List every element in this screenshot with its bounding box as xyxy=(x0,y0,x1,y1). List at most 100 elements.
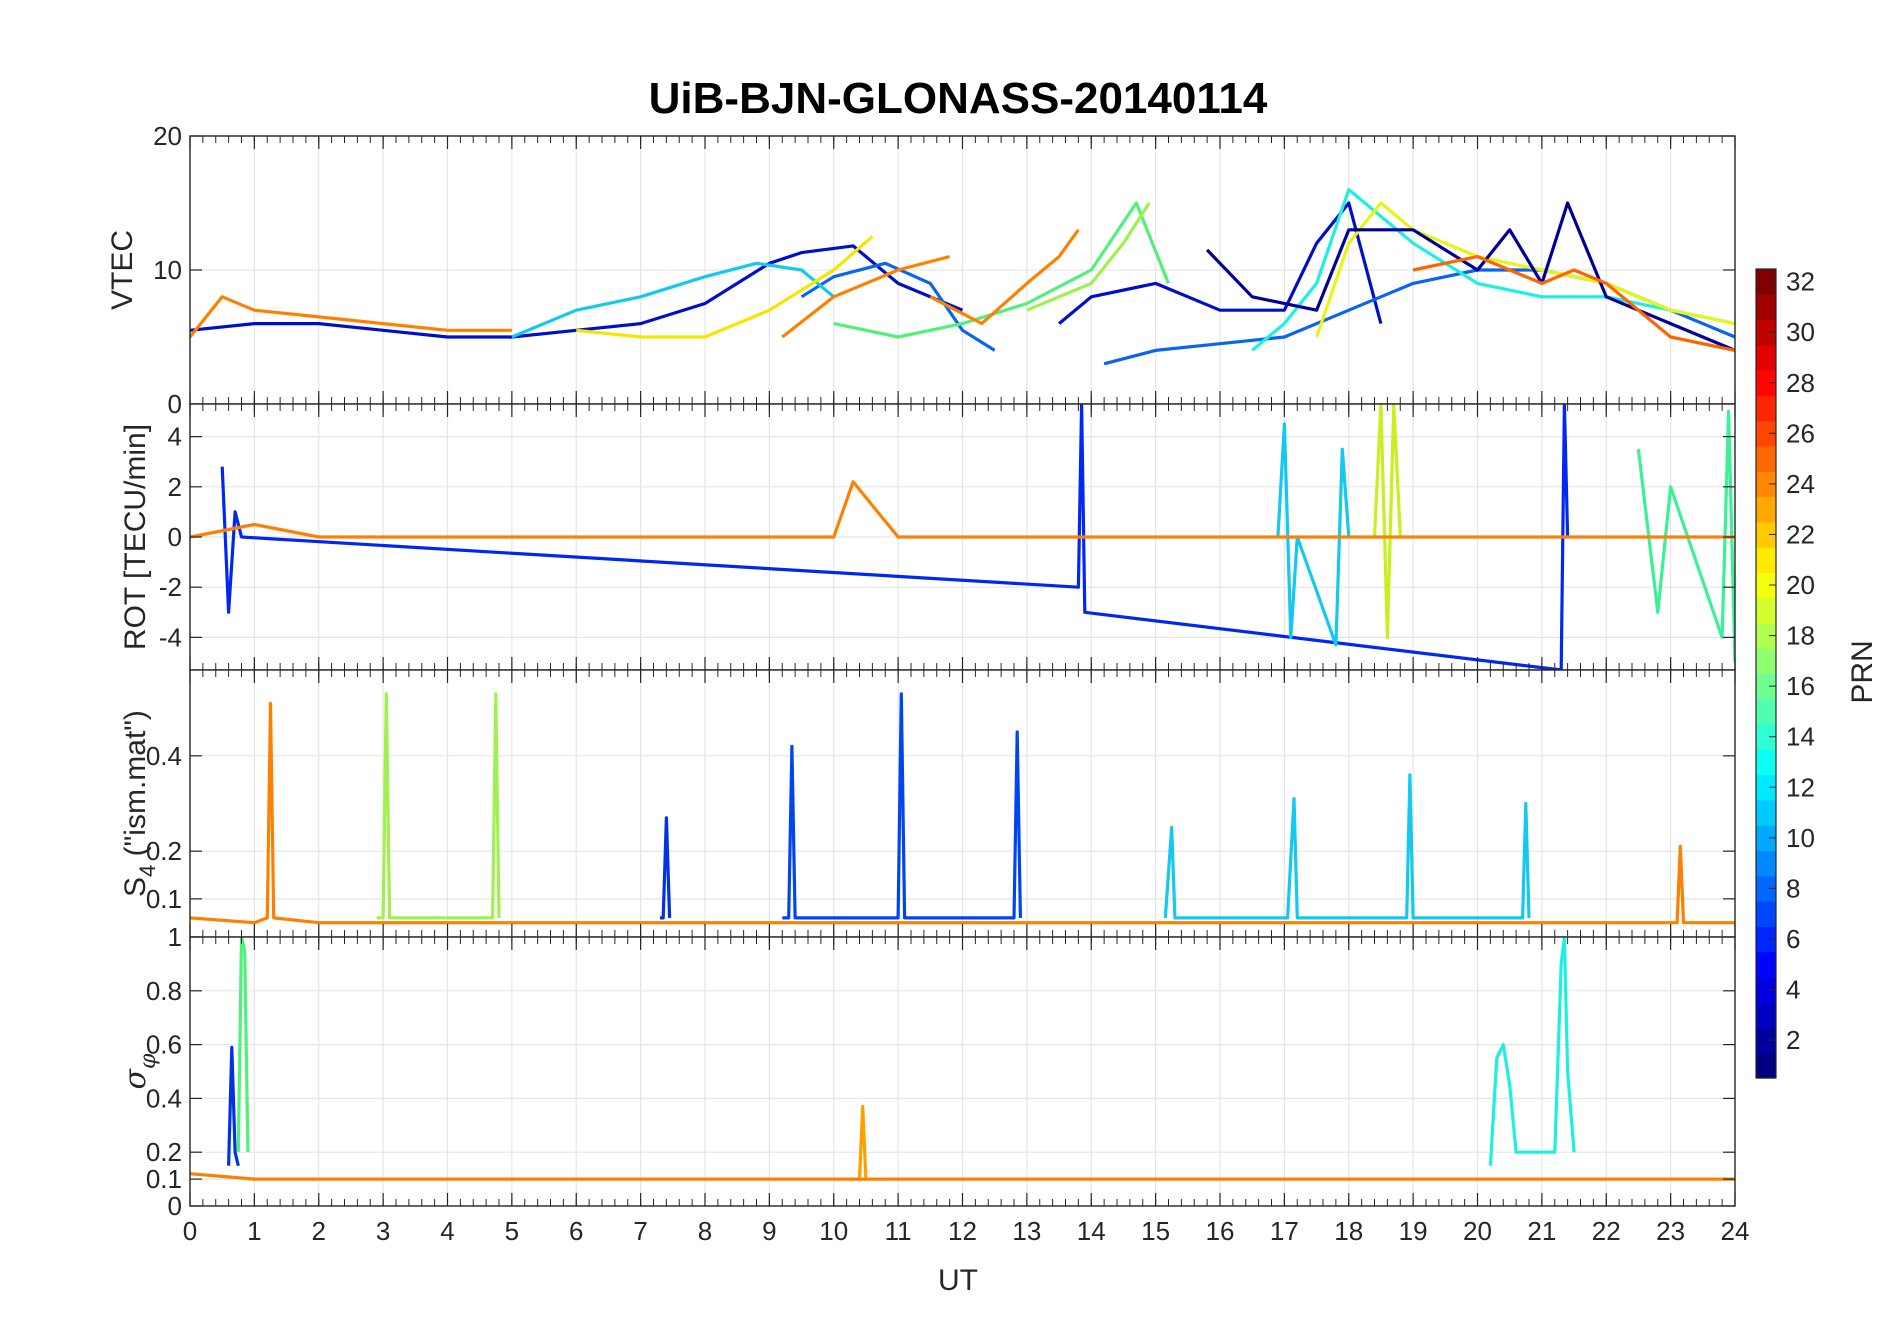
colorbar-tick-label: 16 xyxy=(1786,671,1815,701)
colorbar-segment xyxy=(1756,521,1776,548)
x-tick-label: 0 xyxy=(183,1216,197,1246)
x-tick-label: 3 xyxy=(376,1216,390,1246)
y-tick-label: -2 xyxy=(159,572,182,602)
panel-series-group xyxy=(190,404,1735,670)
colorbar-segment xyxy=(1756,294,1776,321)
y-tick-label: 0 xyxy=(168,1191,182,1221)
y-tick-label: -4 xyxy=(159,622,182,652)
colorbar-segment xyxy=(1756,344,1776,371)
colorbar-segment xyxy=(1756,698,1776,725)
colorbar-tick-label: 22 xyxy=(1786,519,1815,549)
colorbar-tick-label: 26 xyxy=(1786,418,1815,448)
colorbar-segment xyxy=(1756,319,1776,346)
x-tick-label: 10 xyxy=(819,1216,848,1246)
series-prn-1 xyxy=(1205,201,1735,352)
x-tick-label: 7 xyxy=(633,1216,647,1246)
series-prn-18 xyxy=(1372,404,1402,640)
colorbar-segment xyxy=(1756,825,1776,852)
colorbar-segment xyxy=(1756,622,1776,649)
y-tick-label: 0.6 xyxy=(146,1030,182,1060)
series-prn-23 xyxy=(190,480,1735,539)
panel-series-group xyxy=(190,692,1735,925)
x-tick-label: 9 xyxy=(762,1216,776,1246)
y-tick-label: 20 xyxy=(153,121,182,151)
x-tick-label: 20 xyxy=(1463,1216,1492,1246)
y-tick-label: 0.1 xyxy=(146,884,182,914)
series-prn-12 xyxy=(511,261,835,339)
colorbar-segment xyxy=(1756,976,1776,1003)
colorbar-segment xyxy=(1756,673,1776,700)
y-tick-label: 0.4 xyxy=(146,1083,182,1113)
series-prn-15 xyxy=(1636,409,1735,663)
colorbar-segment xyxy=(1756,850,1776,877)
series-prn-23 xyxy=(190,1172,1735,1181)
colorbar-segment xyxy=(1756,648,1776,675)
x-tick-label: 15 xyxy=(1141,1216,1170,1246)
series-prn-24 xyxy=(1412,255,1735,352)
x-tick-label: 8 xyxy=(698,1216,712,1246)
x-tick-label: 23 xyxy=(1656,1216,1685,1246)
x-axis-label: UT xyxy=(938,1264,978,1297)
series-prn-23 xyxy=(929,228,1080,326)
colorbar-segment xyxy=(1756,547,1776,573)
y-axis-label: VTEC xyxy=(106,230,139,310)
panel-s4: 0.1 0.2 0.4S4 ("ism.mat") xyxy=(119,669,1736,938)
colorbar-tick-label: 6 xyxy=(1786,924,1800,954)
colorbar-segment xyxy=(1756,926,1776,953)
series-prn-23 xyxy=(190,295,512,339)
y-tick-label: 2 xyxy=(168,472,182,502)
series-prn-17 xyxy=(1026,202,1151,312)
colorbar-segment xyxy=(1756,1027,1776,1054)
y-tick-label: 0.2 xyxy=(146,1137,182,1167)
panel-series-group xyxy=(190,188,1735,366)
series-prn-12 xyxy=(1163,773,1531,920)
x-tick-label: 13 xyxy=(1012,1216,1041,1246)
colorbar-segment xyxy=(1756,395,1776,422)
series-prn-6 xyxy=(782,692,1022,920)
y-axis-label: ROT [TECU/min] xyxy=(119,424,152,650)
series-prn-5 xyxy=(659,816,672,920)
y-tick-label: 0.2 xyxy=(146,836,182,866)
x-tick-label: 17 xyxy=(1270,1216,1299,1246)
x-tick-label: 24 xyxy=(1721,1216,1750,1246)
panel-vtec: 0 10 20 VTEC xyxy=(106,121,1736,419)
colorbar-segment xyxy=(1756,597,1776,624)
series-prn-9 xyxy=(800,261,996,352)
series-prn-2 xyxy=(190,244,964,339)
colorbar-segment xyxy=(1756,572,1776,599)
colorbar-tick-label: 8 xyxy=(1786,873,1800,903)
colorbar-tick-label: 2 xyxy=(1786,1025,1800,1055)
colorbar-tick-label: 10 xyxy=(1786,823,1815,853)
colorbar-segment xyxy=(1756,875,1776,902)
colorbar-segment xyxy=(1756,724,1776,750)
y-tick-label: 1 xyxy=(168,922,182,952)
colorbar-tick-label: 24 xyxy=(1786,469,1815,499)
panel-frame xyxy=(189,936,1736,1207)
x-tick-label: 4 xyxy=(440,1216,454,1246)
x-tick-label: 11 xyxy=(885,1216,912,1246)
colorbar-tick-label: 28 xyxy=(1786,368,1815,398)
x-tick-label: 22 xyxy=(1592,1216,1621,1246)
series-prn-16 xyxy=(236,937,250,1153)
colorbar-segment xyxy=(1756,901,1776,927)
colorbar-segment xyxy=(1756,951,1776,978)
y-tick-label: 0 xyxy=(168,389,182,419)
y-tick-label: 0 xyxy=(168,522,182,552)
x-tick-label: 2 xyxy=(312,1216,326,1246)
x-tick-label: 6 xyxy=(569,1216,583,1246)
colorbar-tick-label: 32 xyxy=(1786,267,1815,297)
series-prn-17 xyxy=(376,692,501,920)
colorbar-frame xyxy=(1755,268,1777,1079)
y-axis-label: σφ xyxy=(118,1053,161,1089)
chart-title: UiB-BJN-GLONASS-20140114 xyxy=(649,74,1268,123)
x-tick-label: 1 xyxy=(247,1216,261,1246)
colorbar-segment xyxy=(1756,749,1776,776)
colorbar-tick-label: 30 xyxy=(1786,317,1815,347)
x-tick-label: 5 xyxy=(505,1216,519,1246)
panel-sigma-phi: 00.10.2 0.4 0.6 0.8 1 σφ xyxy=(118,922,1736,1221)
colorbar-tick-label: 14 xyxy=(1786,722,1815,752)
y-tick-label: 0.4 xyxy=(146,741,182,771)
